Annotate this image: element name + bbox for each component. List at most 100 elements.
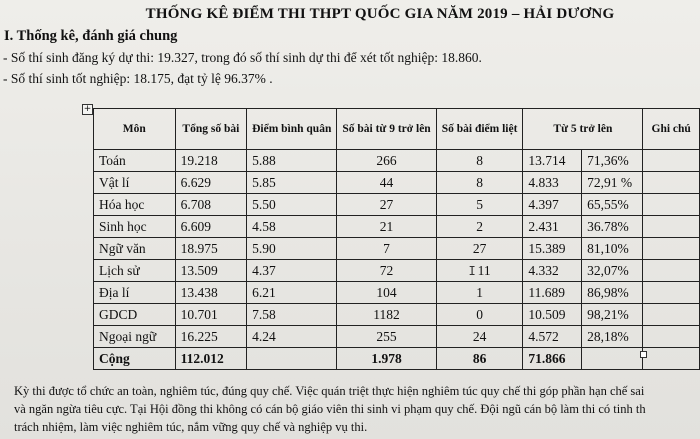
cell-five-count[interactable]: 13.714 bbox=[522, 149, 583, 172]
cell-average[interactable]: 5.90 bbox=[246, 237, 338, 260]
cell-fail[interactable]: 0 bbox=[435, 303, 524, 326]
cell-fail[interactable]: 8 bbox=[435, 171, 524, 194]
cell-fail[interactable]: 27 bbox=[435, 237, 524, 260]
cell-fail[interactable]: I 11 bbox=[435, 259, 524, 282]
cell-fail[interactable]: 24 bbox=[435, 325, 524, 348]
cell-fail[interactable]: 1 bbox=[435, 281, 524, 304]
cell-average[interactable]: 7.58 bbox=[246, 303, 338, 326]
cell-nine-plus[interactable]: 255 bbox=[336, 325, 437, 348]
cell-average[interactable] bbox=[246, 347, 338, 370]
cell-five-count[interactable]: 4.833 bbox=[522, 171, 583, 194]
cell-five-pct[interactable]: 98,21% bbox=[581, 303, 644, 326]
cell-total[interactable]: 18.975 bbox=[174, 237, 248, 260]
cell-average[interactable]: 4.37 bbox=[246, 259, 338, 282]
cell-five-count[interactable]: 2.431 bbox=[522, 215, 583, 238]
cell-note[interactable] bbox=[642, 303, 700, 326]
cell-average[interactable]: 5.85 bbox=[246, 171, 338, 194]
header-total: Tổng số bài bbox=[174, 108, 248, 150]
cell-five-pct[interactable]: 81,10% bbox=[581, 237, 644, 260]
table-row: Toán 19.218 5.88 266 8 13.714 71,36% bbox=[93, 149, 700, 172]
cell-total[interactable]: 112.012 bbox=[174, 347, 248, 370]
cell-average[interactable]: 5.50 bbox=[246, 193, 338, 216]
cell-subject[interactable]: Toán bbox=[93, 149, 176, 172]
paragraph-line: Kỳ thi được tổ chức an toàn, nghiêm túc,… bbox=[14, 384, 645, 398]
cell-five-pct[interactable]: 72,91 % bbox=[581, 171, 644, 194]
cell-average[interactable]: 5.88 bbox=[246, 149, 338, 172]
cell-total[interactable]: 13.438 bbox=[174, 281, 248, 304]
cell-five-count[interactable]: 4.397 bbox=[522, 193, 583, 216]
cell-fail[interactable]: 8 bbox=[435, 149, 524, 172]
cell-five-pct[interactable]: 86,98% bbox=[581, 281, 644, 304]
cell-nine-plus[interactable]: 44 bbox=[336, 171, 437, 194]
cell-subject[interactable]: Vật lí bbox=[93, 171, 176, 194]
cell-note[interactable] bbox=[642, 325, 700, 348]
cell-fail[interactable]: 2 bbox=[435, 215, 524, 238]
cell-nine-plus[interactable]: 1182 bbox=[336, 303, 437, 326]
paragraph-line: trách nhiệm, làm việc nghiêm túc, nắm vữ… bbox=[14, 420, 368, 434]
cell-total[interactable]: 6.629 bbox=[174, 171, 248, 194]
cell-nine-plus[interactable]: 21 bbox=[336, 215, 437, 238]
score-table: Môn Tổng số bài Điểm bình quân Số bài từ… bbox=[93, 108, 700, 370]
cell-nine-plus[interactable]: 72 bbox=[336, 259, 437, 282]
cell-subject[interactable]: Ngữ văn bbox=[93, 237, 176, 260]
table-resize-handle[interactable] bbox=[640, 351, 647, 358]
cell-average[interactable]: 6.21 bbox=[246, 281, 338, 304]
cell-subject[interactable]: Địa lí bbox=[93, 281, 176, 304]
cell-subject[interactable]: Lịch sử bbox=[93, 259, 176, 282]
paragraph-line: và ngăn ngừa tiêu cực. Tại Hội đồng thi … bbox=[14, 402, 646, 416]
cell-note[interactable] bbox=[642, 259, 700, 282]
cell-nine-plus[interactable]: 27 bbox=[336, 193, 437, 216]
table-move-handle-icon[interactable]: + bbox=[82, 104, 93, 115]
cell-five-count[interactable]: 15.389 bbox=[522, 237, 583, 260]
cell-subject[interactable]: Hóa học bbox=[93, 193, 176, 216]
cell-fail[interactable]: 5 bbox=[435, 193, 524, 216]
cell-five-pct[interactable]: 65,55% bbox=[581, 193, 644, 216]
cell-subject[interactable]: GDCD bbox=[93, 303, 176, 326]
table-header-row: Môn Tổng số bài Điểm bình quân Số bài từ… bbox=[93, 108, 700, 150]
cell-subject[interactable]: Sinh học bbox=[93, 215, 176, 238]
cell-total[interactable]: 16.225 bbox=[174, 325, 248, 348]
cell-total[interactable]: 10.701 bbox=[174, 303, 248, 326]
cell-note[interactable] bbox=[642, 171, 700, 194]
header-five-plus: Từ 5 trở lên bbox=[522, 108, 644, 150]
cell-total[interactable]: 19.218 bbox=[174, 149, 248, 172]
cell-nine-plus[interactable]: 1.978 bbox=[336, 347, 437, 370]
cell-five-pct[interactable]: 36.78% bbox=[581, 215, 644, 238]
header-nine-plus: Số bài từ 9 trở lên bbox=[336, 108, 437, 150]
cell-subject[interactable]: Ngoại ngữ bbox=[93, 325, 176, 348]
table-row: Ngữ văn 18.975 5.90 7 27 15.389 81,10% bbox=[93, 237, 700, 260]
cell-subject[interactable]: Cộng bbox=[93, 347, 176, 370]
cell-five-pct[interactable]: 71,36% bbox=[581, 149, 644, 172]
table-row: Lịch sử 13.509 4.37 72 I 11 4.332 32,07% bbox=[93, 259, 700, 282]
cell-five-pct[interactable]: 32,07% bbox=[581, 259, 644, 282]
table-row: Ngoại ngữ 16.225 4.24 255 24 4.572 28,18% bbox=[93, 325, 700, 348]
cell-fail[interactable]: 86 bbox=[435, 347, 524, 370]
cell-total[interactable]: 13.509 bbox=[174, 259, 248, 282]
header-note: Ghi chú bbox=[642, 108, 700, 150]
cell-nine-plus[interactable]: 266 bbox=[336, 149, 437, 172]
cell-total[interactable]: 6.609 bbox=[174, 215, 248, 238]
cell-average[interactable]: 4.24 bbox=[246, 325, 338, 348]
cell-note[interactable] bbox=[642, 193, 700, 216]
cell-total[interactable]: 6.708 bbox=[174, 193, 248, 216]
cell-five-pct[interactable] bbox=[581, 347, 644, 370]
cell-note[interactable] bbox=[642, 237, 700, 260]
cell-average[interactable]: 4.58 bbox=[246, 215, 338, 238]
cell-five-count[interactable]: 10.509 bbox=[522, 303, 583, 326]
table-row: Địa lí 13.438 6.21 104 1 11.689 86,98% bbox=[93, 281, 700, 304]
cell-five-count[interactable]: 11.689 bbox=[522, 281, 583, 304]
cell-nine-plus[interactable]: 104 bbox=[336, 281, 437, 304]
section-heading: I. Thống kê, đánh giá chung bbox=[4, 28, 178, 44]
cell-note[interactable] bbox=[642, 347, 700, 370]
cell-note[interactable] bbox=[642, 215, 700, 238]
cell-five-count[interactable]: 4.332 bbox=[522, 259, 583, 282]
cell-five-count[interactable]: 4.572 bbox=[522, 325, 583, 348]
cell-five-pct[interactable]: 28,18% bbox=[581, 325, 644, 348]
cell-five-count[interactable]: 71.866 bbox=[522, 347, 583, 370]
score-table-wrapper: Môn Tổng số bài Điểm bình quân Số bài từ… bbox=[93, 108, 700, 370]
cell-note[interactable] bbox=[642, 149, 700, 172]
cell-nine-plus[interactable]: 7 bbox=[336, 237, 437, 260]
bullet-registered: - Số thí sinh đăng ký dự thi: 19.327, tr… bbox=[3, 50, 482, 65]
cell-note[interactable] bbox=[642, 281, 700, 304]
header-subject: Môn bbox=[93, 108, 176, 150]
